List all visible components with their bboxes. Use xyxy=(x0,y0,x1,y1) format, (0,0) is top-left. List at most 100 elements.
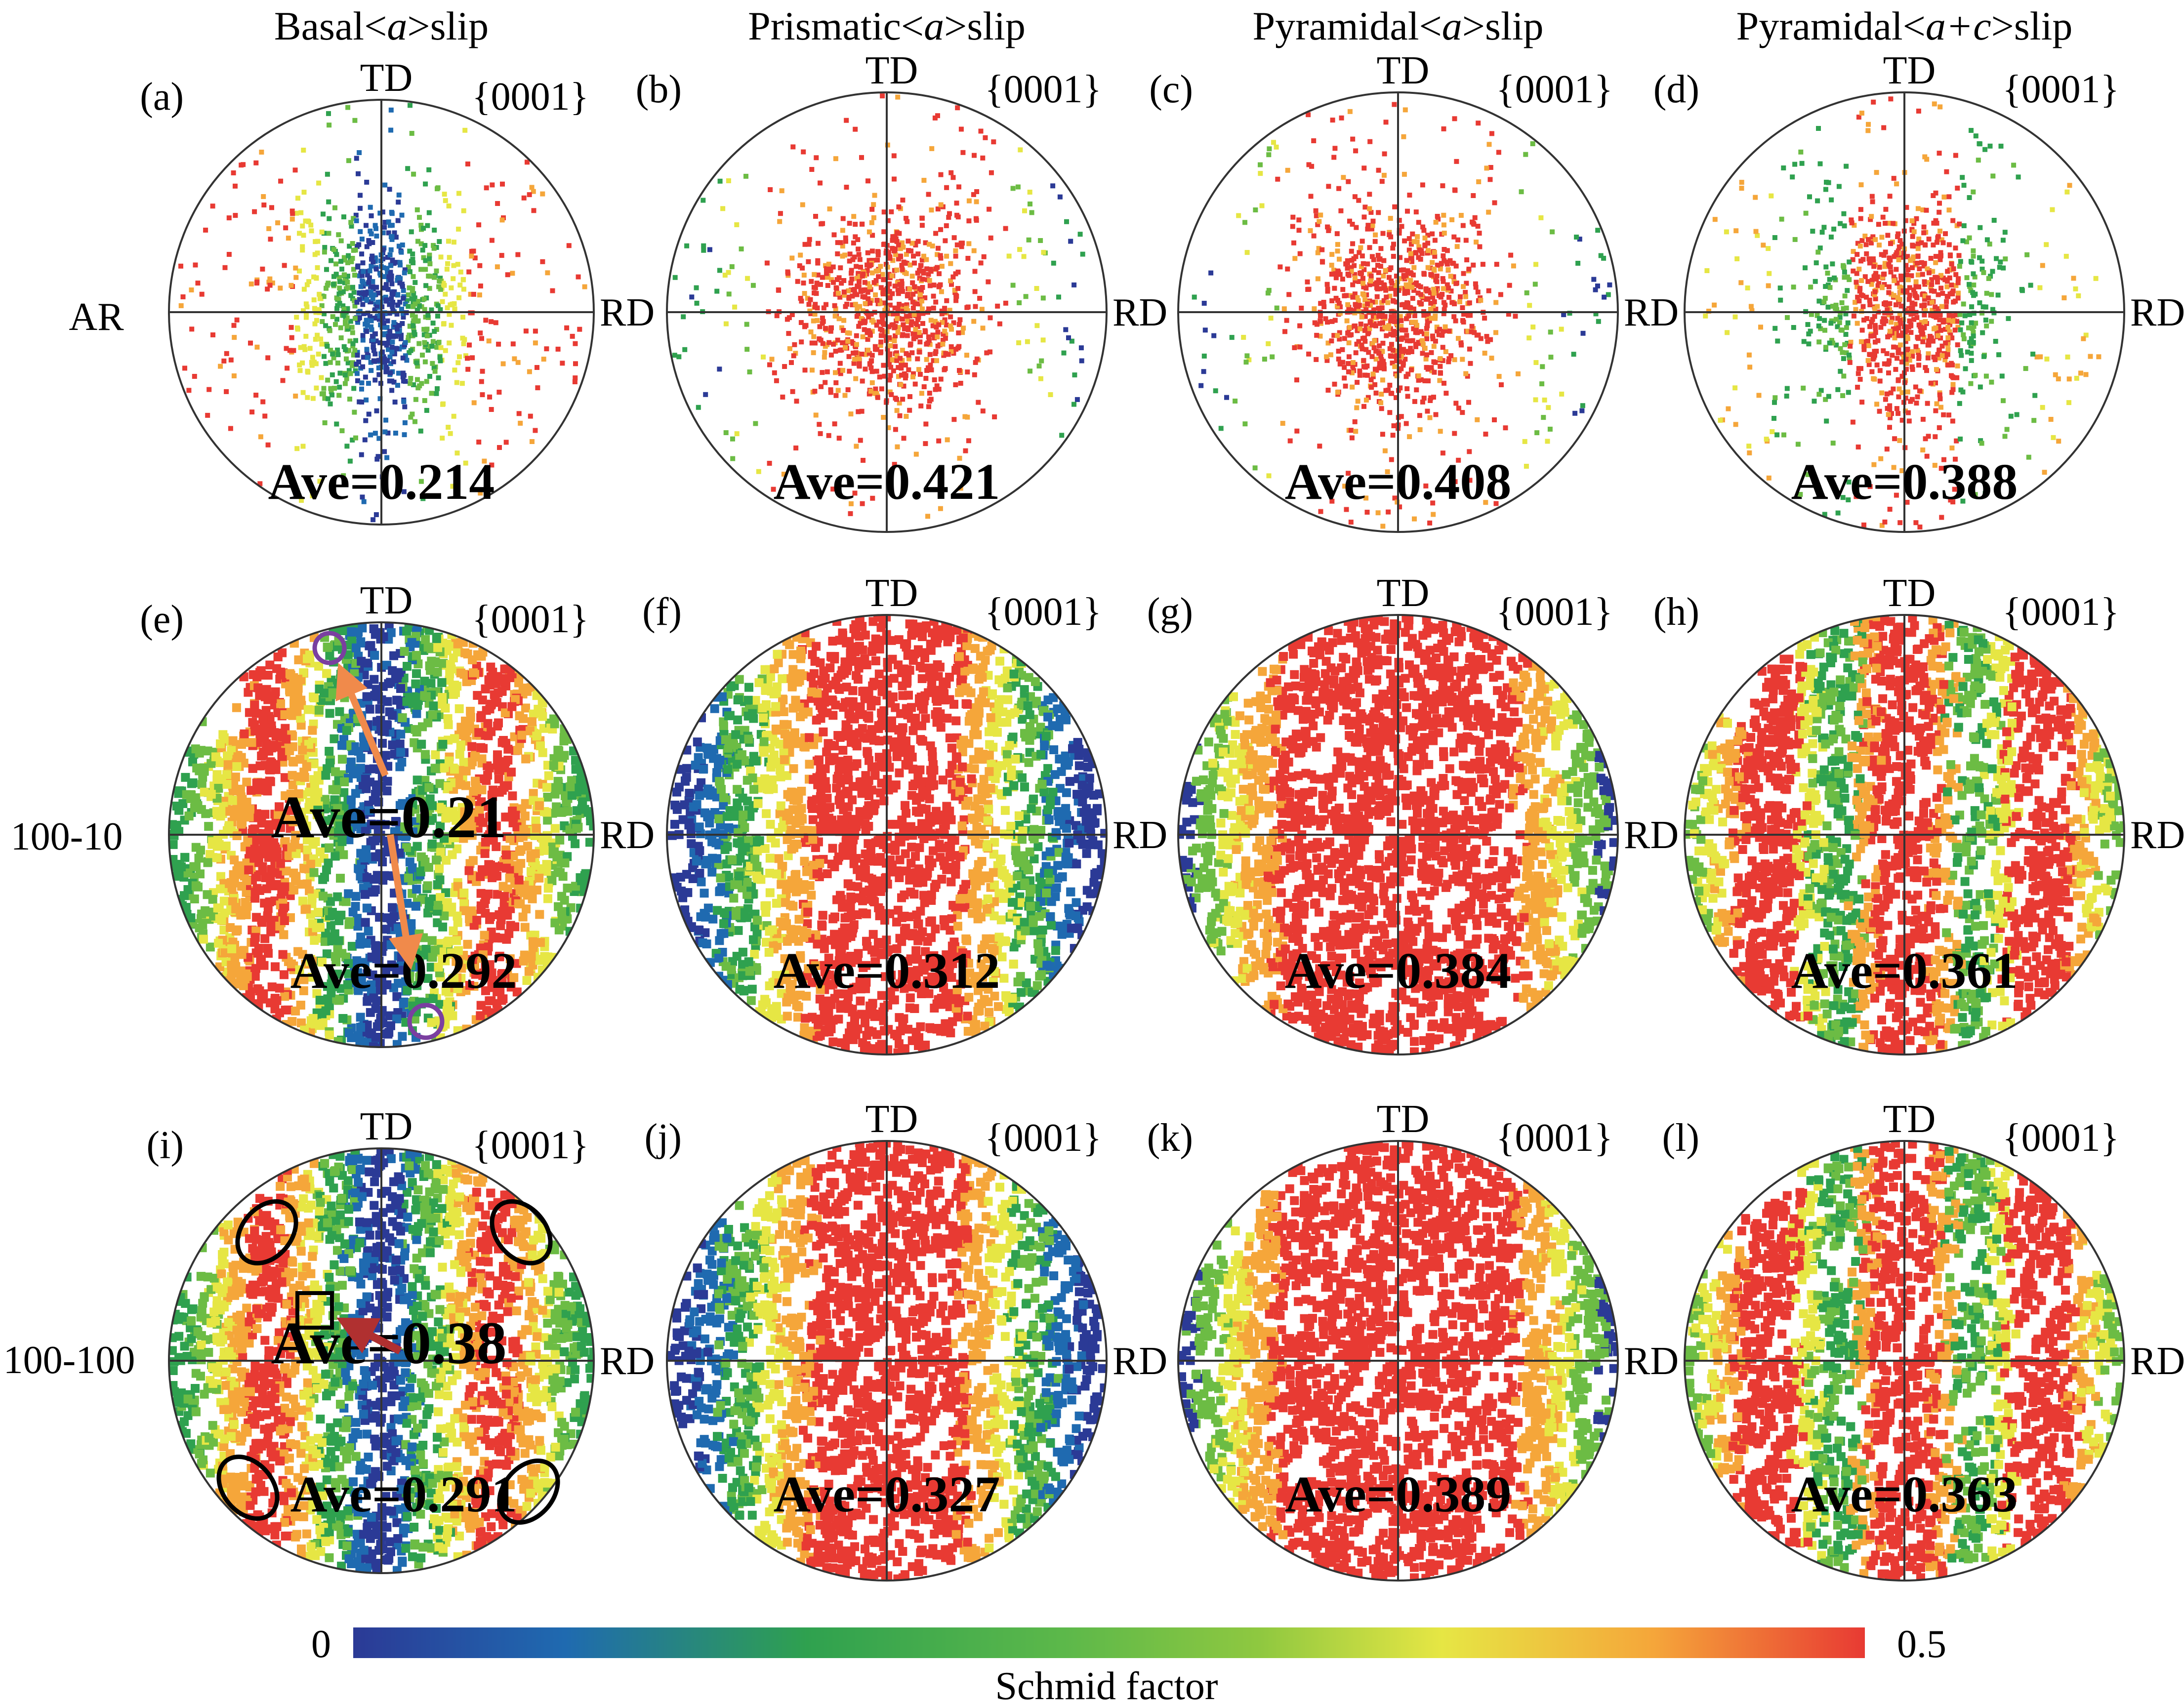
grain-point xyxy=(842,393,848,398)
grain-point xyxy=(1887,301,1893,306)
grain-point xyxy=(314,318,319,323)
grain-point xyxy=(1420,399,1425,405)
grain-point xyxy=(1430,500,1436,506)
grain-point xyxy=(933,231,939,236)
grain-point xyxy=(342,280,347,285)
grain-point xyxy=(346,158,351,163)
grain-point xyxy=(341,473,346,479)
grain-point xyxy=(1483,431,1488,437)
grain-point xyxy=(437,279,442,284)
grain-point xyxy=(406,292,411,297)
grain-point xyxy=(1340,347,1345,352)
grain-point xyxy=(1039,358,1044,364)
grain-point xyxy=(1971,333,1976,339)
grain-point xyxy=(1346,369,1351,374)
grain-point xyxy=(1460,357,1465,362)
grain-point xyxy=(1375,286,1380,291)
grain-point xyxy=(1329,298,1335,303)
grain-point xyxy=(438,358,443,364)
grain-point xyxy=(1309,163,1315,169)
grain-point xyxy=(1871,376,1876,381)
grain-point xyxy=(1844,163,1849,169)
grain-point xyxy=(1835,387,1841,392)
grain-point xyxy=(1971,248,1976,253)
grain-point xyxy=(833,393,839,398)
grain-point xyxy=(1816,126,1821,131)
grain-point xyxy=(1546,405,1551,410)
grain-point xyxy=(462,337,467,342)
grain-point xyxy=(478,284,483,288)
grain-point xyxy=(918,333,923,338)
grain-point xyxy=(401,399,407,404)
grain-point xyxy=(947,211,952,216)
grain-point xyxy=(948,314,953,320)
grain-point xyxy=(1947,314,1952,319)
grain-point xyxy=(1926,434,1931,439)
grain-point xyxy=(370,333,375,339)
grain-point xyxy=(1356,298,1361,303)
grain-point xyxy=(358,284,364,289)
grain-point xyxy=(1068,239,1073,244)
grain-point xyxy=(869,220,874,225)
grain-point xyxy=(1506,312,1511,317)
grain-point xyxy=(893,252,898,257)
plane-label: {0001} xyxy=(985,68,1102,111)
grain-point xyxy=(853,376,859,381)
grain-point xyxy=(414,207,420,212)
grain-point xyxy=(1872,314,1877,319)
grain-point xyxy=(1945,347,1951,352)
grain-point xyxy=(1915,246,1921,251)
grain-point xyxy=(1826,180,1831,185)
grain-point xyxy=(396,370,401,376)
grain-point xyxy=(827,268,833,274)
grain-point xyxy=(903,375,908,381)
grain-point xyxy=(1914,216,1919,221)
grain-point xyxy=(297,368,303,373)
grain-point xyxy=(286,236,291,241)
grain-point xyxy=(1896,411,1901,416)
grain-point xyxy=(267,982,277,992)
grain-point xyxy=(195,281,201,286)
grain-point xyxy=(1747,365,1753,370)
grain-point xyxy=(894,358,900,363)
grain-point xyxy=(388,127,394,133)
grain-point xyxy=(1945,352,1950,357)
grain-point xyxy=(1315,276,1320,282)
grain-point xyxy=(1416,341,1421,346)
grain-point xyxy=(232,335,237,340)
grain-point xyxy=(1511,263,1516,269)
grain-point xyxy=(387,354,393,360)
grain-point xyxy=(943,351,948,356)
grain-point xyxy=(1465,373,1470,379)
grain-point xyxy=(948,170,954,175)
grain-point xyxy=(266,280,272,285)
grain-point xyxy=(445,305,450,311)
grain-point xyxy=(1380,377,1385,383)
grain-point xyxy=(322,420,328,425)
grain-point xyxy=(1365,301,1370,307)
grain-point xyxy=(1402,107,1408,113)
grain-point xyxy=(1817,316,1822,321)
grain-point xyxy=(1969,351,1974,356)
grain-point xyxy=(1928,256,1934,261)
grain-point xyxy=(1895,234,1900,240)
grain-point xyxy=(869,206,875,212)
grain-point xyxy=(793,446,799,450)
grain-point xyxy=(934,358,939,364)
grain-point xyxy=(1937,151,1942,156)
grain-point xyxy=(418,479,424,484)
grain-point xyxy=(2048,417,2054,422)
grain-point xyxy=(1989,292,1994,297)
grain-point xyxy=(1937,312,1943,318)
grain-point xyxy=(381,332,387,337)
grain-point xyxy=(928,267,933,272)
grain-point xyxy=(1377,343,1382,349)
grain-point xyxy=(1417,427,1423,432)
grain-point xyxy=(828,352,834,358)
grain-point xyxy=(248,281,254,286)
grain-point xyxy=(820,341,825,346)
grain-point xyxy=(1373,357,1379,362)
grain-point xyxy=(427,252,432,258)
grain-point xyxy=(573,361,578,366)
grain-point xyxy=(1903,339,1908,344)
